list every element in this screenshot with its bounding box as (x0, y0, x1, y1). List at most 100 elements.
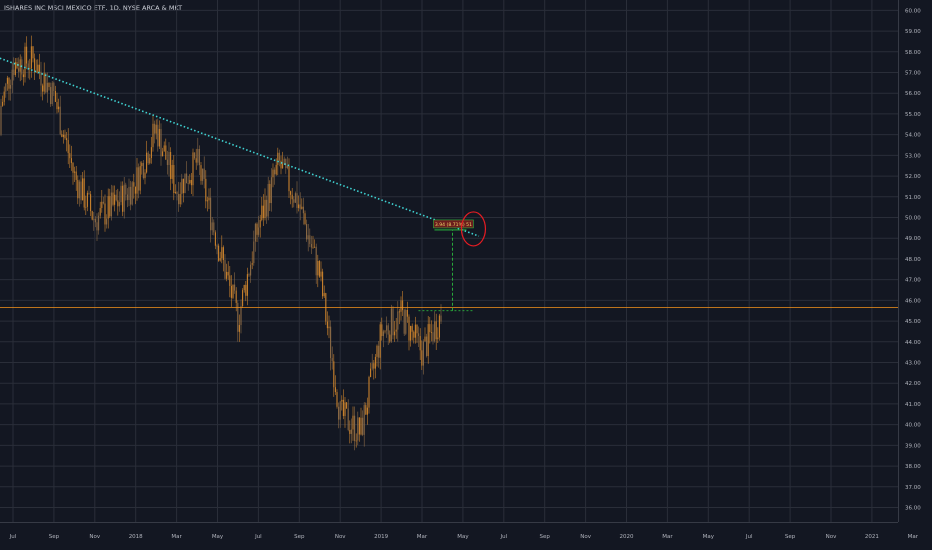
candle-body (128, 186, 130, 201)
candle-body (275, 164, 277, 175)
candle-body (43, 73, 45, 92)
candle-body (155, 124, 157, 134)
candle-body (222, 247, 224, 261)
candle-body (107, 196, 109, 219)
candle-body (120, 185, 122, 203)
candle-body (205, 178, 207, 202)
candle-body (384, 330, 386, 332)
candle-body (50, 87, 52, 105)
candle-body (98, 215, 100, 231)
candle-body (75, 171, 77, 180)
candle-body (166, 159, 168, 165)
candle-body (242, 290, 244, 307)
candle-body (51, 82, 53, 105)
candle-body (338, 406, 340, 420)
candle-body (101, 201, 103, 209)
candle-body (253, 241, 255, 264)
candle-body (37, 64, 39, 73)
candle-body (293, 199, 295, 203)
y-tick-label: 50.00 (905, 216, 921, 222)
y-tick-label: 40.00 (905, 423, 921, 429)
candle-body (414, 324, 416, 338)
candle-body (328, 326, 330, 329)
candle-body (387, 325, 389, 335)
candle-body (110, 192, 112, 217)
candle-body (80, 181, 82, 201)
candle-body (40, 71, 42, 86)
x-tick-label: 2021 (865, 534, 879, 540)
y-tick-label: 47.00 (905, 278, 921, 284)
candle-body (91, 211, 93, 220)
candle-body (118, 202, 120, 207)
x-tick-label: Sep (785, 534, 796, 540)
candle-body (306, 223, 308, 240)
candle-body (131, 182, 133, 205)
y-tick-label: 46.00 (905, 298, 921, 304)
candle-body (352, 415, 354, 430)
candle-body (94, 218, 96, 223)
candle-body (181, 178, 183, 195)
candle-body (245, 284, 247, 296)
candle-body (331, 358, 333, 362)
candle-body (342, 399, 344, 416)
candle-body (430, 332, 432, 333)
candle-body (160, 129, 162, 157)
x-tick-label: Mar (417, 534, 428, 540)
candle-body (168, 152, 170, 165)
x-tick-label: Mar (662, 534, 673, 540)
candle-body (54, 91, 56, 102)
chart-header: ISHARES INC MSCI MEXICO ETF, 1D, NYSE AR… (4, 4, 183, 12)
candle-body (333, 361, 335, 388)
candle-body (2, 101, 4, 106)
candle-body (26, 46, 28, 64)
candle-body (350, 429, 352, 434)
candle-body (82, 178, 84, 201)
y-tick-label: 57.00 (905, 71, 921, 77)
candle-body (192, 152, 194, 186)
candle-body (389, 334, 391, 342)
x-tick-label: Mar (171, 534, 182, 540)
candle-body (61, 134, 63, 137)
candle-body (14, 62, 16, 75)
candle-body (122, 185, 124, 212)
price-axis-bg (898, 0, 932, 550)
candle-body (210, 197, 212, 231)
candle-body (288, 166, 290, 192)
candle-body (376, 345, 378, 357)
candle-body (126, 194, 128, 201)
candle-body (274, 169, 276, 175)
candle-body (357, 417, 359, 441)
candle-body (344, 402, 346, 416)
candle-body (115, 194, 117, 201)
candle-body (88, 192, 90, 195)
candle-body (93, 218, 95, 220)
candle-body (435, 321, 437, 340)
candle-body (411, 325, 413, 332)
candle-body (403, 310, 405, 334)
candles (0, 35, 442, 451)
candle-body (206, 200, 208, 202)
candle-body (64, 134, 66, 139)
candle-body (365, 405, 367, 415)
candle-body (302, 206, 304, 214)
candle-body (347, 408, 349, 430)
candle-body (413, 331, 415, 338)
candle-body (69, 153, 71, 159)
candle-body (259, 219, 261, 228)
candle-body (85, 206, 87, 208)
candle-body (234, 284, 236, 291)
candle-body (6, 77, 8, 84)
candle-body (146, 152, 148, 173)
candle-body (374, 356, 376, 369)
candle-body (24, 46, 26, 78)
candle-body (277, 152, 279, 165)
x-tick-label: Sep (294, 534, 305, 540)
candle-body (142, 163, 144, 179)
candle-body (200, 165, 202, 181)
candle-body (189, 180, 191, 184)
candle-body (280, 160, 282, 169)
candle-body (370, 368, 372, 378)
x-tick-label: Jul (499, 534, 507, 540)
annotation-circle (460, 211, 487, 247)
